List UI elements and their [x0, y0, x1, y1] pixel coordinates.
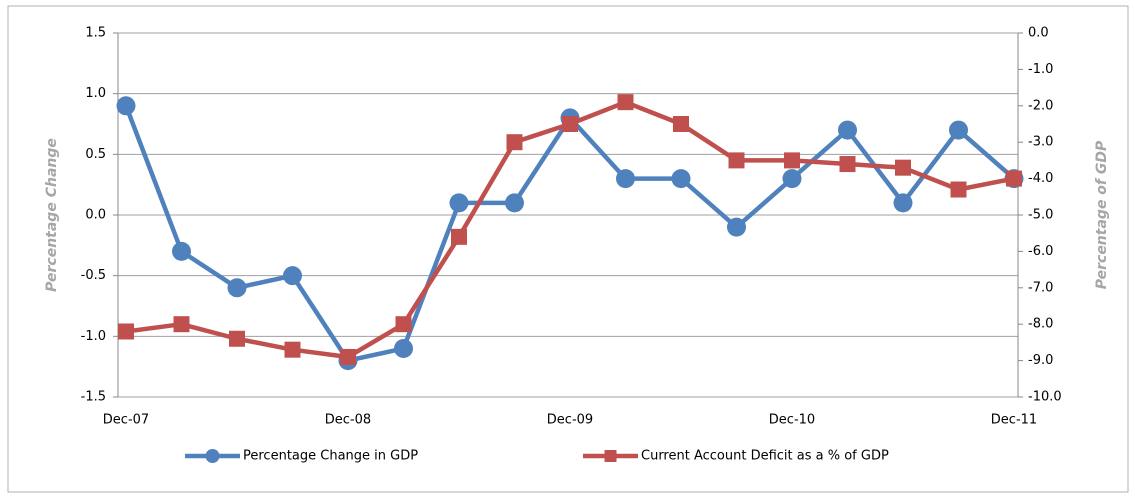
marker [616, 169, 635, 189]
legend-marker [205, 449, 220, 463]
y2-axis-title: Percentage of GDP [1094, 140, 1110, 289]
marker [1006, 170, 1022, 187]
legend-label: Percentage Change in GDP [243, 449, 418, 464]
x-tick-label: Dec-09 [547, 413, 593, 428]
y-tick-label: 1.0 [85, 86, 106, 101]
chart-frame [7, 5, 1129, 493]
y-tick-label: 0.0 [85, 208, 106, 223]
marker [506, 134, 523, 151]
y2-tick-label: -10.0 [1028, 390, 1062, 405]
marker [671, 169, 691, 189]
y-axis-title: Percentage Change [44, 138, 60, 292]
y-tick-label: -0.5 [81, 268, 106, 283]
marker [950, 181, 967, 198]
y-tick-label: -1.5 [81, 390, 106, 405]
y-tick-label: -1.0 [81, 329, 106, 344]
legend-marker [604, 450, 617, 462]
marker [227, 278, 247, 298]
y2-tick-label: -6.0 [1028, 244, 1053, 259]
marker [839, 156, 856, 173]
marker [784, 152, 800, 169]
y-tick-label: 0.5 [85, 147, 106, 162]
marker [449, 193, 469, 213]
marker [394, 338, 413, 358]
marker [727, 217, 746, 237]
marker [893, 193, 913, 213]
y2-tick-label: -3.0 [1028, 135, 1053, 150]
marker [229, 330, 245, 347]
marker [562, 116, 578, 132]
marker [116, 96, 136, 116]
marker [782, 169, 802, 189]
y2-tick-label: 0.0 [1028, 26, 1049, 41]
y2-tick-label: -4.0 [1028, 171, 1053, 186]
y2-tick-label: -2.0 [1028, 98, 1053, 113]
marker [172, 241, 191, 261]
marker [617, 94, 634, 111]
x-tick-label: Dec-07 [103, 413, 149, 428]
legend-label: Current Account Deficit as a % of GDP [641, 449, 889, 464]
marker [949, 120, 968, 140]
y-tick-label: 1.5 [85, 26, 106, 41]
marker [283, 266, 302, 286]
marker [505, 193, 524, 213]
marker [728, 152, 745, 169]
y2-tick-label: -1.0 [1028, 62, 1053, 77]
marker [451, 228, 467, 245]
y2-tick-label: -5.0 [1028, 208, 1053, 223]
marker [284, 341, 301, 358]
y2-tick-label: -8.0 [1028, 317, 1053, 332]
x-tick-label: Dec-10 [769, 413, 815, 428]
marker [173, 316, 190, 333]
marker [118, 323, 134, 340]
marker [673, 116, 689, 132]
x-tick-label: Dec-08 [325, 413, 371, 428]
marker [340, 348, 356, 365]
marker [838, 120, 857, 140]
y2-tick-label: -7.0 [1028, 280, 1053, 295]
marker [395, 316, 412, 333]
x-tick-label: Dec-11 [991, 413, 1037, 428]
marker [895, 159, 911, 176]
y2-tick-label: -9.0 [1028, 353, 1053, 368]
